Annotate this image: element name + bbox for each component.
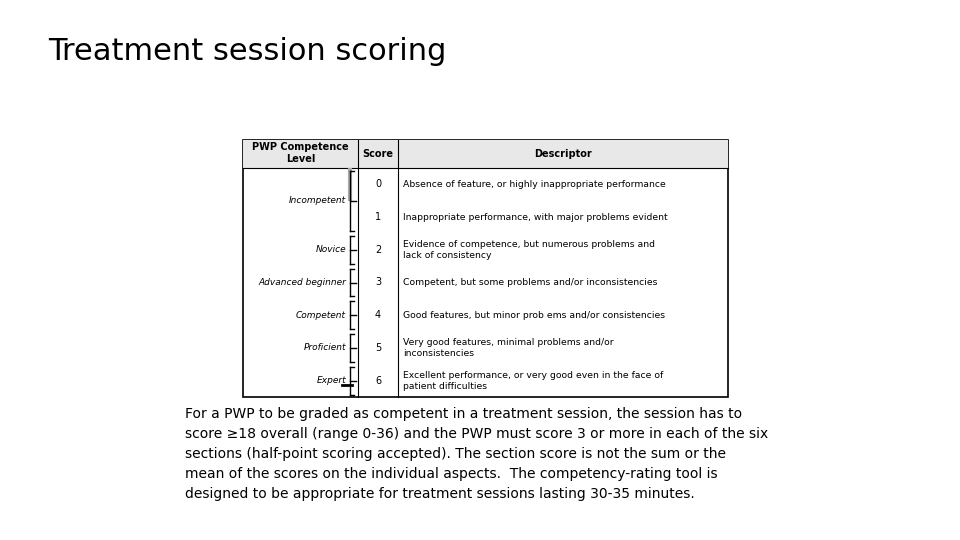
Text: Incompetent: Incompetent <box>289 196 346 205</box>
Text: Competent: Competent <box>296 310 346 320</box>
Bar <box>243 140 728 397</box>
Text: Very good features, minimal problems and/or
inconsistencies: Very good features, minimal problems and… <box>403 338 613 358</box>
Text: 4: 4 <box>375 310 381 320</box>
Text: 3: 3 <box>375 278 381 287</box>
Text: 6: 6 <box>375 376 381 386</box>
Text: Treatment session scoring: Treatment session scoring <box>48 37 446 66</box>
Text: Proficient: Proficient <box>303 343 346 353</box>
Text: 1: 1 <box>375 212 381 222</box>
Text: Score: Score <box>363 149 394 159</box>
Bar <box>243 140 728 168</box>
Text: 5: 5 <box>374 343 381 353</box>
Text: Excellent performance, or very good even in the face of
patient difficulties: Excellent performance, or very good even… <box>403 371 663 390</box>
Text: Good features, but minor prob ems and/or consistencies: Good features, but minor prob ems and/or… <box>403 310 665 320</box>
Text: Descriptor: Descriptor <box>534 149 592 159</box>
Text: Evidence of competence, but numerous problems and
lack of consistency: Evidence of competence, but numerous pro… <box>403 240 655 260</box>
Text: PWP Competence
Level: PWP Competence Level <box>252 142 348 164</box>
Text: Inappropriate performance, with major problems evident: Inappropriate performance, with major pr… <box>403 213 667 221</box>
Text: 0: 0 <box>375 179 381 190</box>
Text: Competent, but some problems and/or inconsistencies: Competent, but some problems and/or inco… <box>403 278 658 287</box>
Text: 2: 2 <box>374 245 381 255</box>
Text: For a PWP to be graded as competent in a treatment session, the session has to
s: For a PWP to be graded as competent in a… <box>185 407 768 501</box>
Text: Advanced beginner: Advanced beginner <box>258 278 346 287</box>
Text: Novice: Novice <box>316 245 346 254</box>
Text: Absence of feature, or highly inappropriate performance: Absence of feature, or highly inappropri… <box>403 180 665 189</box>
Text: Expert: Expert <box>317 376 346 385</box>
